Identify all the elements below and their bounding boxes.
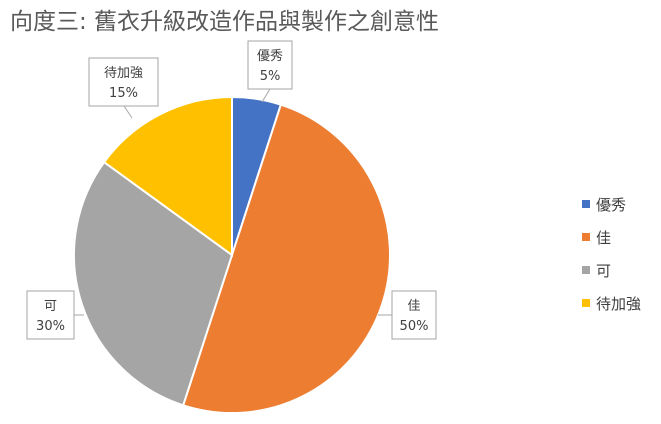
data-label-box (88, 57, 159, 107)
data-label-percent: 50% (400, 319, 429, 334)
legend-swatch (582, 266, 590, 274)
pie-slice-4 (102, 95, 233, 257)
legend-item-2: 佳 (582, 229, 611, 247)
data-label-4: 待加強 15% (88, 57, 159, 119)
pie-slice-3 (73, 160, 234, 407)
legend-label: 可 (596, 262, 611, 280)
legend-swatch (582, 200, 590, 208)
data-label-category: 可 (44, 299, 57, 314)
chart-title: 向度三: 舊衣升級改造作品與製作之創意性 (10, 9, 440, 35)
legend-item-3: 可 (582, 262, 611, 280)
data-label-3: 可 30% (26, 290, 84, 340)
legend-item-4: 待加強 (582, 295, 641, 313)
pie-slice-2 (181, 103, 391, 414)
legend-label: 待加強 (596, 295, 641, 313)
data-label-leader-line (261, 88, 271, 103)
data-label-2: 佳 50% (378, 290, 437, 340)
data-label-callouts: 優秀 5% 佳 50% 可 30% 待加強 15% (26, 40, 437, 340)
legend-item-1: 優秀 (582, 196, 626, 214)
legend-label: 佳 (596, 229, 611, 247)
data-label-percent: 30% (36, 319, 65, 334)
legend-swatch (582, 299, 590, 307)
data-label-box (391, 290, 437, 340)
data-label-box (26, 290, 75, 340)
pie-slices (73, 95, 391, 414)
data-label-category: 佳 (407, 299, 420, 314)
data-label-percent: 15% (109, 86, 138, 101)
data-label-category: 優秀 (257, 49, 283, 64)
data-label-1: 優秀 5% (247, 40, 293, 103)
data-label-category: 待加強 (104, 66, 143, 81)
data-label-leader-line (123, 105, 133, 119)
data-label-percent: 5% (260, 69, 281, 84)
legend-swatch (582, 233, 590, 241)
legend-label: 優秀 (596, 196, 626, 214)
